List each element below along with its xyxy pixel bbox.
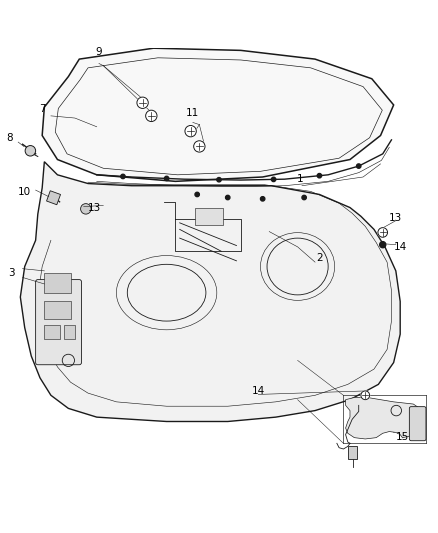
Bar [44, 273, 71, 293]
Text: 14: 14 [394, 242, 407, 252]
Text: 7: 7 [39, 104, 46, 114]
Polygon shape [346, 398, 422, 439]
Bar [195, 208, 223, 225]
Circle shape [361, 391, 370, 400]
Circle shape [185, 125, 196, 137]
Circle shape [317, 174, 321, 178]
Text: 8: 8 [6, 133, 13, 143]
Circle shape [217, 177, 221, 182]
Circle shape [357, 164, 361, 168]
Polygon shape [42, 48, 394, 181]
Text: 10: 10 [18, 187, 31, 197]
Circle shape [380, 241, 386, 248]
Text: 14: 14 [252, 386, 265, 396]
Circle shape [194, 141, 205, 152]
Polygon shape [20, 161, 400, 422]
FancyBboxPatch shape [35, 280, 81, 365]
Circle shape [137, 97, 148, 108]
Text: 9: 9 [95, 47, 102, 57]
Circle shape [121, 174, 125, 179]
Bar [44, 326, 60, 338]
Text: 11: 11 [186, 108, 199, 118]
Circle shape [378, 228, 388, 237]
Bar [64, 326, 75, 338]
Text: 2: 2 [316, 253, 323, 263]
Text: 3: 3 [8, 268, 15, 278]
Text: 1: 1 [297, 174, 303, 184]
Bar [46, 191, 60, 205]
Circle shape [272, 177, 276, 182]
Circle shape [25, 146, 35, 156]
Bar [348, 446, 357, 458]
Text: 15: 15 [396, 432, 409, 442]
Bar [44, 302, 71, 319]
Text: 13: 13 [389, 214, 403, 223]
FancyBboxPatch shape [410, 407, 426, 441]
Circle shape [195, 192, 199, 197]
Circle shape [164, 176, 169, 181]
Text: 13: 13 [88, 203, 101, 213]
Circle shape [261, 197, 265, 201]
Circle shape [302, 195, 306, 200]
Circle shape [81, 204, 91, 214]
Circle shape [146, 110, 157, 122]
Circle shape [226, 195, 230, 200]
